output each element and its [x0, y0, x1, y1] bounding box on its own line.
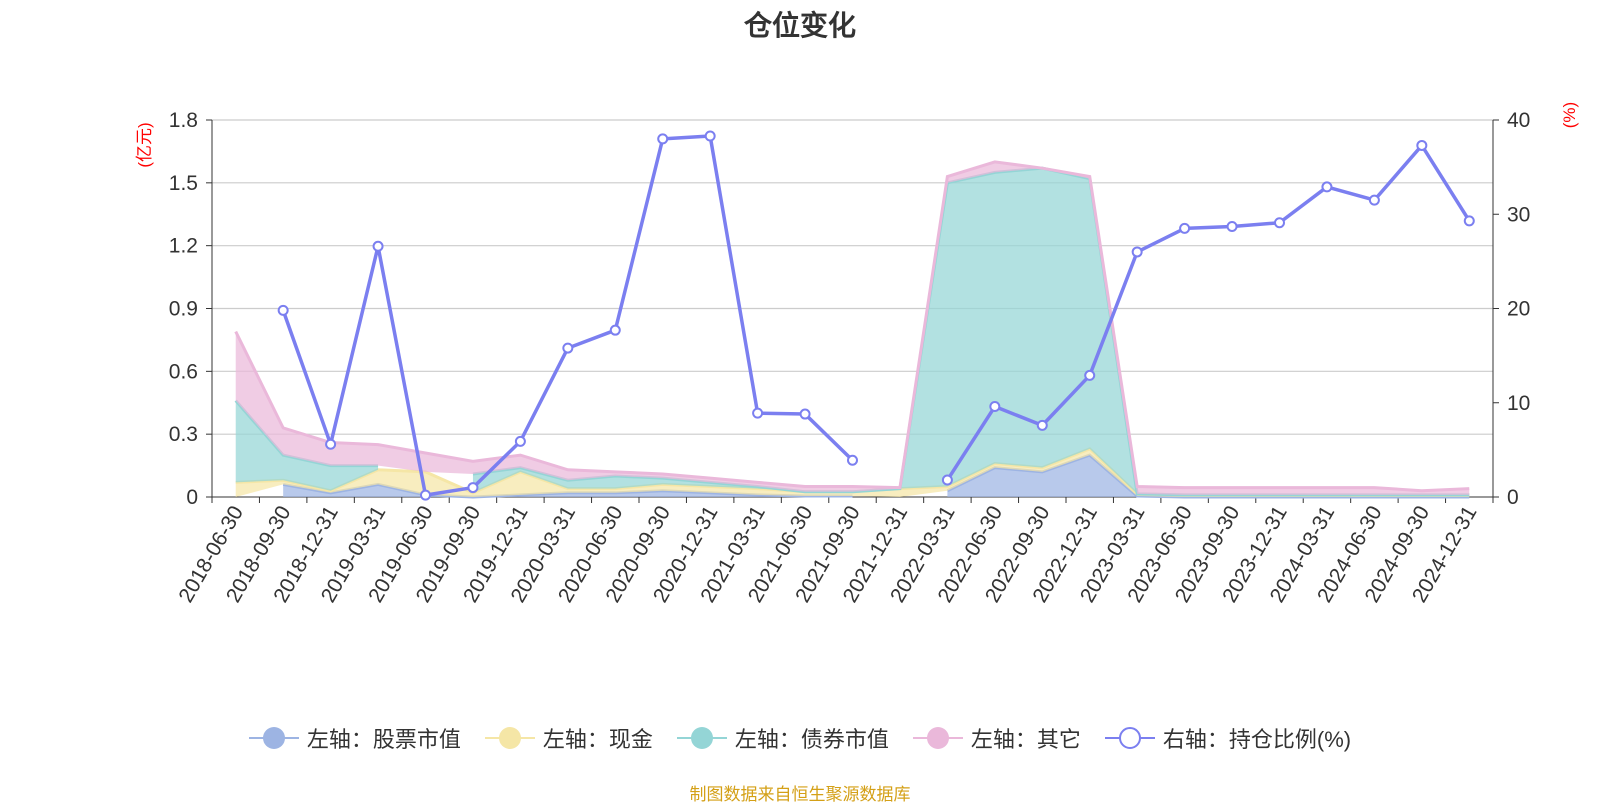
area-左轴：股票市值	[947, 455, 1470, 497]
data-point-ratio	[1368, 194, 1380, 206]
filled-circle-icon	[248, 726, 299, 750]
line-series-ratio	[945, 143, 1471, 481]
data-point-ratio	[277, 304, 289, 316]
legend-label: 左轴：债券市值	[734, 727, 889, 752]
filled-circle-icon	[676, 726, 727, 750]
area-左轴：其它	[235, 161, 1470, 495]
data-point-ratio	[989, 401, 1001, 413]
data-point-ratio	[657, 133, 669, 145]
data-point-ratio	[752, 407, 764, 419]
data-point-ratio	[1274, 217, 1285, 229]
right-tick-label: 10	[1507, 392, 1530, 415]
data-point-ratio	[1463, 215, 1475, 227]
legend-label: 右轴：持仓比例(%)	[1162, 727, 1352, 752]
data-point-ratio	[1321, 181, 1333, 193]
legend-label: 左轴：其它	[970, 727, 1081, 752]
data-point-ratio	[1179, 222, 1191, 234]
right-tick-label: 30	[1507, 203, 1530, 226]
left-tick-label: 0.9	[169, 298, 198, 321]
left-axis-unit: (亿元)	[135, 122, 154, 167]
left-tick-label: 1.5	[169, 172, 198, 195]
chart-title: 仓位变化	[743, 10, 856, 41]
data-point-ratio	[562, 342, 574, 354]
data-source-footer: 制图数据来自恒生聚源数据库	[689, 785, 911, 804]
data-point-ratio	[847, 454, 858, 466]
area-左轴：债券市值	[235, 400, 379, 491]
legend-label: 左轴：股票市值	[306, 727, 461, 752]
right-axis-unit: (%)	[1560, 102, 1579, 128]
area-左轴：现金	[235, 448, 1470, 497]
legend-item[interactable]: 左轴：债券市值	[676, 722, 889, 754]
legend-item[interactable]: 左轴：股票市值	[248, 722, 461, 754]
data-point-ratio	[514, 435, 526, 447]
line-series-ratio	[281, 134, 854, 497]
data-point-ratio	[1131, 246, 1143, 258]
data-point-ratio	[799, 408, 811, 420]
left-tick-label: 0.6	[169, 360, 198, 383]
right-tick-label: 20	[1507, 298, 1530, 321]
data-point-ratio	[467, 482, 479, 494]
data-point-ratio	[1084, 369, 1096, 381]
data-point-ratio	[941, 474, 953, 486]
filled-circle-icon	[912, 726, 963, 750]
right-tick-label: 40	[1507, 109, 1530, 132]
legend-item[interactable]: 左轴：其它	[912, 722, 1081, 754]
left-tick-label: 1.2	[169, 235, 198, 258]
filled-circle-icon	[484, 726, 535, 750]
area-line-左轴：其它	[234, 160, 1470, 493]
chart-legend: 左轴：股票市值 左轴：现金 左轴：债券市值 左轴：其它 右轴：持仓比例(%)	[0, 722, 1600, 754]
data-point-ratio	[1036, 419, 1048, 431]
right-tick-label: 0	[1507, 486, 1519, 509]
legend-item[interactable]: 左轴：现金	[484, 722, 653, 754]
data-point-ratio	[420, 489, 431, 501]
left-tick-label: 0	[186, 486, 198, 509]
hollow-circle-icon	[1104, 726, 1155, 750]
data-point-ratio	[609, 324, 621, 336]
data-point-ratio	[704, 130, 716, 142]
data-point-ratio	[1226, 221, 1238, 233]
left-tick-label: 1.8	[169, 109, 198, 132]
data-point-ratio	[325, 438, 337, 450]
legend-label: 左轴：现金	[542, 727, 653, 752]
data-point-ratio	[372, 240, 384, 252]
area-左轴：债券市值	[472, 168, 1470, 495]
left-tick-label: 0.3	[169, 423, 198, 446]
legend-item[interactable]: 右轴：持仓比例(%)	[1104, 722, 1352, 754]
data-point-ratio	[1416, 139, 1428, 151]
